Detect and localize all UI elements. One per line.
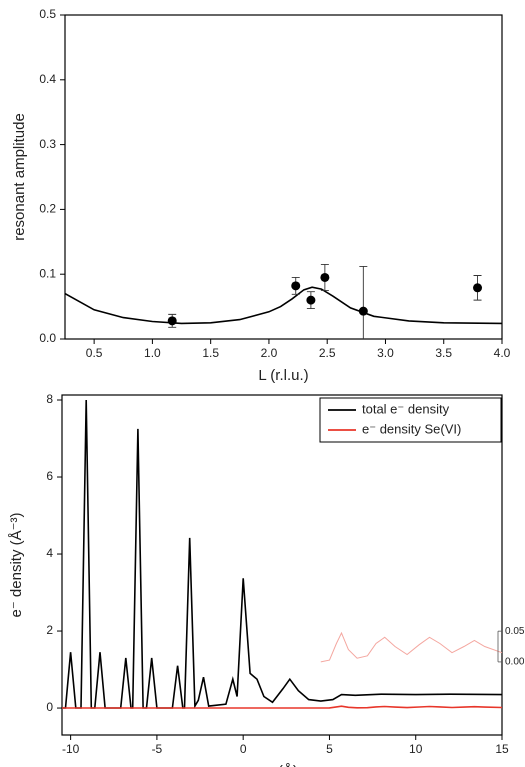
legend-label: total e⁻ density (362, 401, 450, 416)
y-tick-label: 4 (46, 546, 53, 560)
inset-line (320, 631, 503, 663)
data-point (358, 306, 368, 316)
y-tick-label: 2 (46, 623, 53, 637)
data-point (167, 316, 177, 326)
y-tick-label: 0.3 (39, 137, 56, 151)
x-tick-label: 4.0 (494, 346, 511, 360)
x-tick-label: 3.5 (435, 346, 452, 360)
x-tick-label: 2.5 (319, 346, 336, 360)
series-line (62, 705, 502, 709)
legend-label: e⁻ density Se(VI) (362, 421, 461, 436)
plot-frame (61, 394, 503, 736)
x-axis-label: L (r.l.u.) (258, 367, 308, 384)
series-line (62, 399, 502, 709)
x-tick-label: 0 (240, 742, 247, 756)
x-tick-label: 5 (326, 742, 333, 756)
data-point (306, 295, 316, 305)
plot-frame (64, 14, 503, 340)
y-tick-label: 0.5 (39, 7, 56, 21)
y-tick-label: 6 (46, 469, 53, 483)
x-tick-label: 15 (495, 742, 509, 756)
x-tick-label: 10 (409, 742, 423, 756)
x-tick-label: 1.5 (202, 346, 219, 360)
y-tick-label: 0.1 (39, 266, 56, 280)
y-tick-label: 0.4 (39, 72, 56, 86)
x-tick-label: 0.5 (86, 346, 103, 360)
y-axis-label: resonant amplitude (11, 113, 28, 241)
x-tick-label: -5 (152, 742, 163, 756)
y-axis-label: e⁻ density (Å⁻³) (8, 512, 25, 617)
data-point (291, 281, 301, 291)
plot-area (65, 264, 502, 339)
y-tick-label: 0 (46, 700, 53, 714)
data-point (320, 272, 330, 282)
inset-tick-label: 0.00 (505, 657, 525, 668)
x-tick-label: 1.0 (144, 346, 161, 360)
y-tick-label: 8 (46, 392, 53, 406)
x-tick-label: 2.0 (261, 346, 278, 360)
y-tick-label: 0.2 (39, 202, 56, 216)
legend-box (319, 397, 502, 443)
y-tick-label: 0.0 (39, 331, 56, 345)
fit-line (65, 286, 502, 325)
x-tick-label: 3.0 (377, 346, 394, 360)
x-tick-label: -10 (62, 742, 80, 756)
inset-tick-label: 0.05 (505, 626, 525, 637)
x-axis-label: z (Å) (266, 763, 298, 767)
data-point (473, 283, 483, 293)
plot-area (62, 399, 502, 709)
